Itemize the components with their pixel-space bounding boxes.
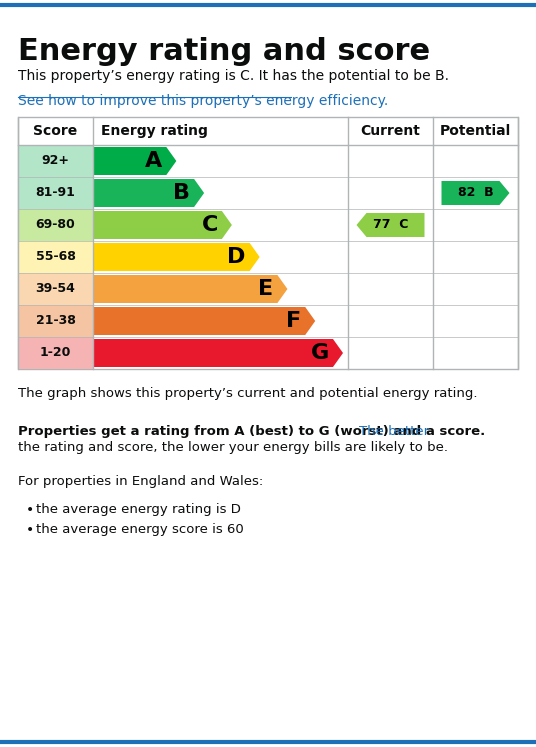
Bar bbox=[18, 117, 518, 369]
Text: the average energy score is 60: the average energy score is 60 bbox=[36, 523, 244, 536]
Text: B: B bbox=[173, 183, 190, 203]
Text: •: • bbox=[26, 503, 34, 517]
Text: 69-80: 69-80 bbox=[35, 219, 76, 232]
Text: Potential: Potential bbox=[440, 124, 511, 138]
Text: •: • bbox=[26, 523, 34, 537]
Bar bbox=[18, 273, 93, 305]
Bar bbox=[18, 241, 93, 273]
Text: Properties get a rating from A (best) to G (worst) and a score.: Properties get a rating from A (best) to… bbox=[18, 425, 485, 438]
Bar bbox=[18, 145, 93, 177]
Text: This property’s energy rating is C. It has the potential to be B.: This property’s energy rating is C. It h… bbox=[18, 69, 449, 83]
Text: F: F bbox=[286, 311, 301, 331]
Text: 77  C: 77 C bbox=[373, 219, 408, 232]
Text: Energy rating and score: Energy rating and score bbox=[18, 37, 430, 66]
Bar bbox=[18, 305, 93, 337]
Text: Current: Current bbox=[361, 124, 420, 138]
Text: A: A bbox=[145, 151, 162, 171]
Text: 82  B: 82 B bbox=[458, 187, 493, 199]
Bar bbox=[18, 337, 93, 369]
Text: See how to improve this property’s energy efficiency.: See how to improve this property’s energ… bbox=[18, 94, 388, 108]
Text: E: E bbox=[258, 279, 273, 299]
Text: 81-91: 81-91 bbox=[35, 187, 76, 199]
Text: D: D bbox=[227, 247, 245, 267]
Text: The better: The better bbox=[359, 425, 429, 438]
Text: 1-20: 1-20 bbox=[40, 347, 71, 359]
Text: Score: Score bbox=[33, 124, 78, 138]
Polygon shape bbox=[356, 213, 425, 237]
Text: C: C bbox=[202, 215, 218, 235]
Bar bbox=[18, 177, 93, 209]
Text: the average energy rating is D: the average energy rating is D bbox=[36, 503, 241, 516]
Text: Energy rating: Energy rating bbox=[101, 124, 208, 138]
Text: 21-38: 21-38 bbox=[35, 314, 76, 327]
Bar bbox=[18, 209, 93, 241]
Polygon shape bbox=[93, 211, 232, 239]
Text: 92+: 92+ bbox=[41, 155, 70, 167]
Polygon shape bbox=[93, 339, 343, 367]
Polygon shape bbox=[93, 307, 315, 335]
Text: the rating and score, the lower your energy bills are likely to be.: the rating and score, the lower your ene… bbox=[18, 441, 448, 454]
Text: For properties in England and Wales:: For properties in England and Wales: bbox=[18, 475, 263, 488]
Polygon shape bbox=[93, 243, 259, 271]
Text: 39-54: 39-54 bbox=[35, 282, 76, 296]
Text: G: G bbox=[311, 343, 329, 363]
Polygon shape bbox=[93, 179, 204, 207]
Polygon shape bbox=[442, 181, 510, 205]
Polygon shape bbox=[93, 275, 287, 303]
Text: The graph shows this property’s current and potential energy rating.: The graph shows this property’s current … bbox=[18, 387, 478, 400]
Text: 55-68: 55-68 bbox=[35, 250, 76, 264]
Polygon shape bbox=[93, 147, 176, 175]
